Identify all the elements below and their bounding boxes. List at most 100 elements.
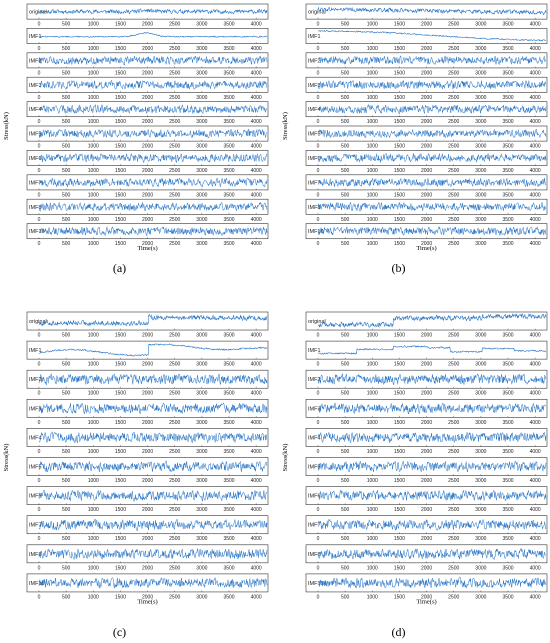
- x-tick-label: 0: [38, 46, 41, 52]
- subplot-imf6: IMF6 0 500 1000 1500 2000 2500 3000 3500 4000: [26, 486, 269, 513]
- signal-line-imf1: [38, 31, 268, 38]
- x-tick-label: 3000: [196, 536, 207, 542]
- x-tick-label: 500: [341, 333, 350, 339]
- x-tick-label: 1500: [115, 168, 126, 174]
- x-tick-label: 3500: [502, 217, 513, 223]
- x-tick-label: 3500: [223, 46, 234, 52]
- y-axis-title: Stress(kN): [282, 444, 289, 472]
- x-tick-label: 500: [62, 192, 71, 198]
- x-tick-label: 2500: [448, 362, 459, 368]
- subplot-imf3: IMF3 0 500 1000 1500 2000 2500 3000 3500 4000: [305, 76, 548, 101]
- x-tick-label: 2000: [142, 241, 153, 247]
- x-tick-label: 500: [341, 594, 350, 600]
- x-tick-label: 2000: [142, 22, 153, 28]
- x-tick-label: 2500: [448, 507, 459, 513]
- subplot-imf10: IMF10 0 500 1000 1500 2000 2500 3000 3500 4000: [26, 573, 269, 600]
- subplot-imf3: IMF3 0 500 1000 1500 2000 2500 3000 3500 4000: [305, 398, 548, 426]
- x-tick-label: 4000: [251, 95, 262, 101]
- x-tick-label: 500: [341, 478, 350, 484]
- x-tick-label: 1000: [88, 168, 99, 174]
- x-tick-label: 2500: [169, 565, 180, 571]
- signal-line-imf4: [38, 103, 268, 115]
- x-tick-label: 4000: [530, 119, 541, 125]
- row-label: IMF4: [29, 435, 42, 441]
- x-tick-label: 0: [317, 168, 320, 174]
- x-tick-label: 3000: [475, 168, 486, 174]
- x-tick-label: 2000: [142, 192, 153, 198]
- signal-line-imf8: [317, 547, 547, 561]
- x-tick-label: 2500: [448, 22, 459, 28]
- x-tick-label: 2500: [169, 22, 180, 28]
- x-tick-label: 4000: [251, 420, 262, 426]
- x-tick-label: 4000: [251, 594, 262, 600]
- x-tick-label: 2000: [142, 70, 153, 76]
- x-tick-label: 500: [62, 478, 71, 484]
- x-tick-label: 3000: [196, 22, 207, 28]
- x-tick-label: 3500: [223, 241, 234, 247]
- plot-frame: [26, 311, 269, 331]
- x-tick-label: 3500: [223, 391, 234, 397]
- x-tick-label: 4000: [530, 594, 541, 600]
- subplot-imf1: IMF1 0 500 1000 1500 2000 2500 3000 3500 4000: [305, 28, 548, 52]
- row-label: IMF5: [29, 465, 42, 471]
- subplot-original: original 0 500 1000 1500 2000 2500 3000 3500 4000: [305, 3, 548, 28]
- plot-frame: [305, 223, 548, 240]
- row-label: IMF6: [308, 156, 321, 162]
- x-tick-label: 2000: [142, 362, 153, 368]
- signal-line-imf6: [38, 152, 268, 164]
- x-tick-label: 3500: [502, 362, 513, 368]
- signal-line-imf2: [317, 54, 547, 66]
- x-tick-label: 500: [62, 507, 71, 513]
- x-tick-label: 4000: [530, 168, 541, 174]
- x-tick-label: 0: [38, 22, 41, 28]
- x-tick-label: 1000: [88, 536, 99, 542]
- subplot-original: original 0 500 1000 1500 2000 2500 3000 3500 4000: [305, 311, 548, 339]
- x-tick-label: 3500: [223, 449, 234, 455]
- x-tick-label: 500: [62, 46, 71, 52]
- x-tick-label: 3000: [196, 70, 207, 76]
- x-tick-label: 2500: [169, 507, 180, 513]
- x-tick-label: 4000: [251, 119, 262, 125]
- x-tick-label: 1500: [115, 391, 126, 397]
- plot-frame: [26, 174, 269, 191]
- x-tick-label: 0: [317, 119, 320, 125]
- x-tick-label: 4000: [251, 70, 262, 76]
- x-tick-label: 1500: [394, 144, 405, 150]
- signal-line-imf10: [38, 225, 268, 237]
- x-tick-label: 3000: [196, 449, 207, 455]
- x-tick-label: 2000: [421, 362, 432, 368]
- subplot-imf2: IMF2 0 500 1000 1500 2000 2500 3000 3500 4000: [26, 52, 269, 76]
- x-tick-label: 0: [38, 168, 41, 174]
- subplot-imf5: IMF5 0 500 1000 1500 2000 2500 3000 3500 4000: [305, 457, 548, 484]
- x-tick-label: 2000: [142, 119, 153, 125]
- x-tick-label: 500: [341, 362, 350, 368]
- x-tick-label: 3500: [223, 565, 234, 571]
- x-tick-label: 1500: [115, 536, 126, 542]
- x-tick-label: 3000: [196, 391, 207, 397]
- x-tick-label: 0: [317, 594, 320, 600]
- x-tick-label: 0: [317, 449, 320, 455]
- x-tick-label: 0: [317, 70, 320, 76]
- x-axis-title: Time(s): [416, 598, 436, 605]
- x-tick-label: 0: [317, 46, 320, 52]
- row-label: IMF4: [308, 435, 321, 441]
- row-label: IMF2: [308, 58, 321, 64]
- signal-line-imf3: [38, 79, 268, 90]
- x-tick-label: 4000: [530, 333, 541, 339]
- x-tick-label: 1500: [115, 241, 126, 247]
- x-tick-label: 1000: [367, 22, 378, 28]
- x-tick-label: 2000: [142, 594, 153, 600]
- x-tick-label: 4000: [530, 420, 541, 426]
- signal-line-imf6: [317, 152, 547, 163]
- row-label: IMF6: [29, 494, 42, 500]
- x-tick-label: 2500: [448, 119, 459, 125]
- x-tick-label: 1000: [367, 95, 378, 101]
- x-tick-label: 4000: [251, 449, 262, 455]
- x-tick-label: 0: [38, 95, 41, 101]
- x-tick-label: 1500: [394, 362, 405, 368]
- row-label: IMF10: [29, 229, 45, 235]
- panel-d: Stress(kN) original 0 500 1000 1500 2000 2500 30…: [282, 311, 548, 639]
- row-label: IMF3: [29, 83, 42, 89]
- subplot-imf7: IMF7 0 500 1000 1500 2000 2500 3000 3500 4000: [26, 515, 269, 542]
- x-tick-label: 0: [38, 507, 41, 513]
